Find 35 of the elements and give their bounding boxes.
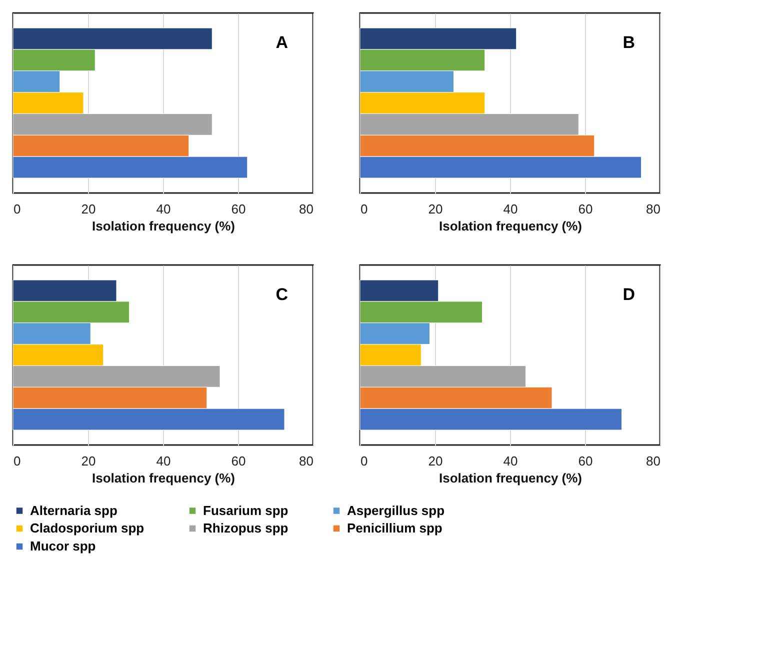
x-axis-title: Isolation frequency (%) <box>92 218 236 234</box>
legend-label: Rhizopus spp <box>203 520 288 536</box>
legend-label: Aspergillus spp <box>347 502 445 518</box>
x-tick-label: 40 <box>156 202 171 216</box>
annotation: C <box>276 285 288 304</box>
annotation: B <box>622 33 635 52</box>
x-tick-label: 20 <box>428 202 443 216</box>
x-tick-label: 20 <box>81 202 96 216</box>
annotation: D <box>622 285 635 304</box>
x-tick-label: 0 <box>360 454 368 468</box>
x-tick-label: 0 <box>14 454 21 468</box>
x-tick-label: 0 <box>14 202 21 216</box>
x-tick-label: 80 <box>299 202 314 216</box>
x-tick-label: 40 <box>503 454 518 468</box>
legend-label: Fusarium spp <box>203 502 288 518</box>
legend-label: Mucor spp <box>30 538 96 554</box>
x-tick-label: 20 <box>81 454 96 468</box>
annotation: A <box>276 33 288 52</box>
x-tick-label: 60 <box>231 202 246 216</box>
legend-label: Penicillium spp <box>347 520 442 536</box>
x-tick-label: 80 <box>646 454 660 468</box>
x-axis-title: Isolation frequency (%) <box>438 218 582 234</box>
x-tick-label: 60 <box>578 202 593 216</box>
x-axis-title: Isolation frequency (%) <box>92 470 236 486</box>
x-tick-label: 40 <box>156 454 171 468</box>
x-tick-label: 80 <box>646 202 660 216</box>
x-tick-label: 20 <box>428 454 443 468</box>
legend-label: Cladosporium spp <box>30 520 144 536</box>
x-tick-label: 0 <box>360 202 368 216</box>
x-tick-label: 60 <box>578 454 593 468</box>
x-axis-title: Isolation frequency (%) <box>438 470 582 486</box>
x-tick-label: 40 <box>503 202 518 216</box>
legend-label: Alternaria spp <box>30 502 118 518</box>
x-tick-label: 60 <box>231 454 246 468</box>
x-tick-label: 80 <box>299 454 314 468</box>
